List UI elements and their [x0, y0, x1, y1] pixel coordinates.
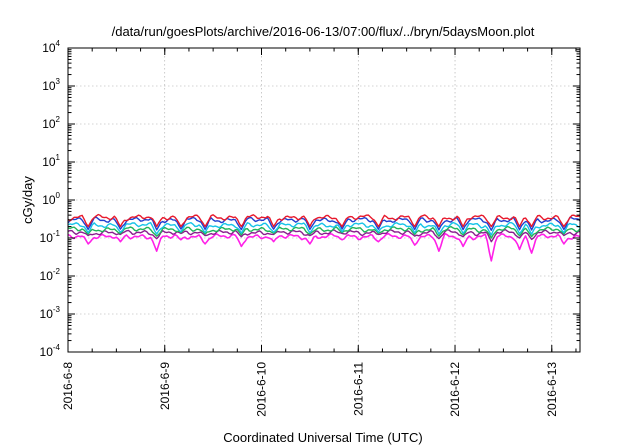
x-axis-label: Coordinated Universal Time (UTC)	[223, 430, 422, 445]
chart-title: /data/run/goesPlots/archive/2016-06-13/0…	[112, 24, 535, 39]
grid	[67, 47, 580, 353]
y-tick-label: 10-4	[40, 343, 61, 359]
y-tick-label: 103	[42, 77, 60, 93]
y-tick-label: 10-2	[40, 267, 61, 283]
series-line-1	[67, 213, 581, 228]
y-tick-label: 10-3	[40, 305, 61, 321]
x-tick-label: 2016-6-11	[351, 362, 365, 416]
y-tick-label: 10-1	[40, 229, 61, 245]
x-tick-label: 2016-6-12	[448, 362, 462, 417]
series-line-5	[67, 229, 581, 243]
x-axis: 2016-6-8 2016-6-9 2016-6-10 2016-6-11 2016-6…	[61, 48, 577, 417]
x-tick-label: 2016-6-10	[255, 362, 269, 417]
y-tick-label: 100	[42, 191, 60, 207]
x-tick-label: 2016-6-13	[545, 362, 559, 417]
series-line-4	[67, 225, 581, 239]
y-tick-label: 101	[42, 153, 60, 169]
y-tick-label: 102	[42, 115, 60, 131]
y-axis: 10-4 10-3 10-2 10-1 100 101 102 103 104	[40, 39, 580, 359]
y-axis-label: cGy/day	[20, 176, 35, 224]
series-line-6	[67, 232, 581, 262]
y-tick-label: 104	[42, 39, 60, 55]
x-tick-label: 2016-6-9	[158, 362, 172, 410]
series-line-3	[67, 221, 581, 236]
series-layer	[67, 213, 581, 262]
x-tick-label: 2016-6-8	[61, 362, 75, 410]
